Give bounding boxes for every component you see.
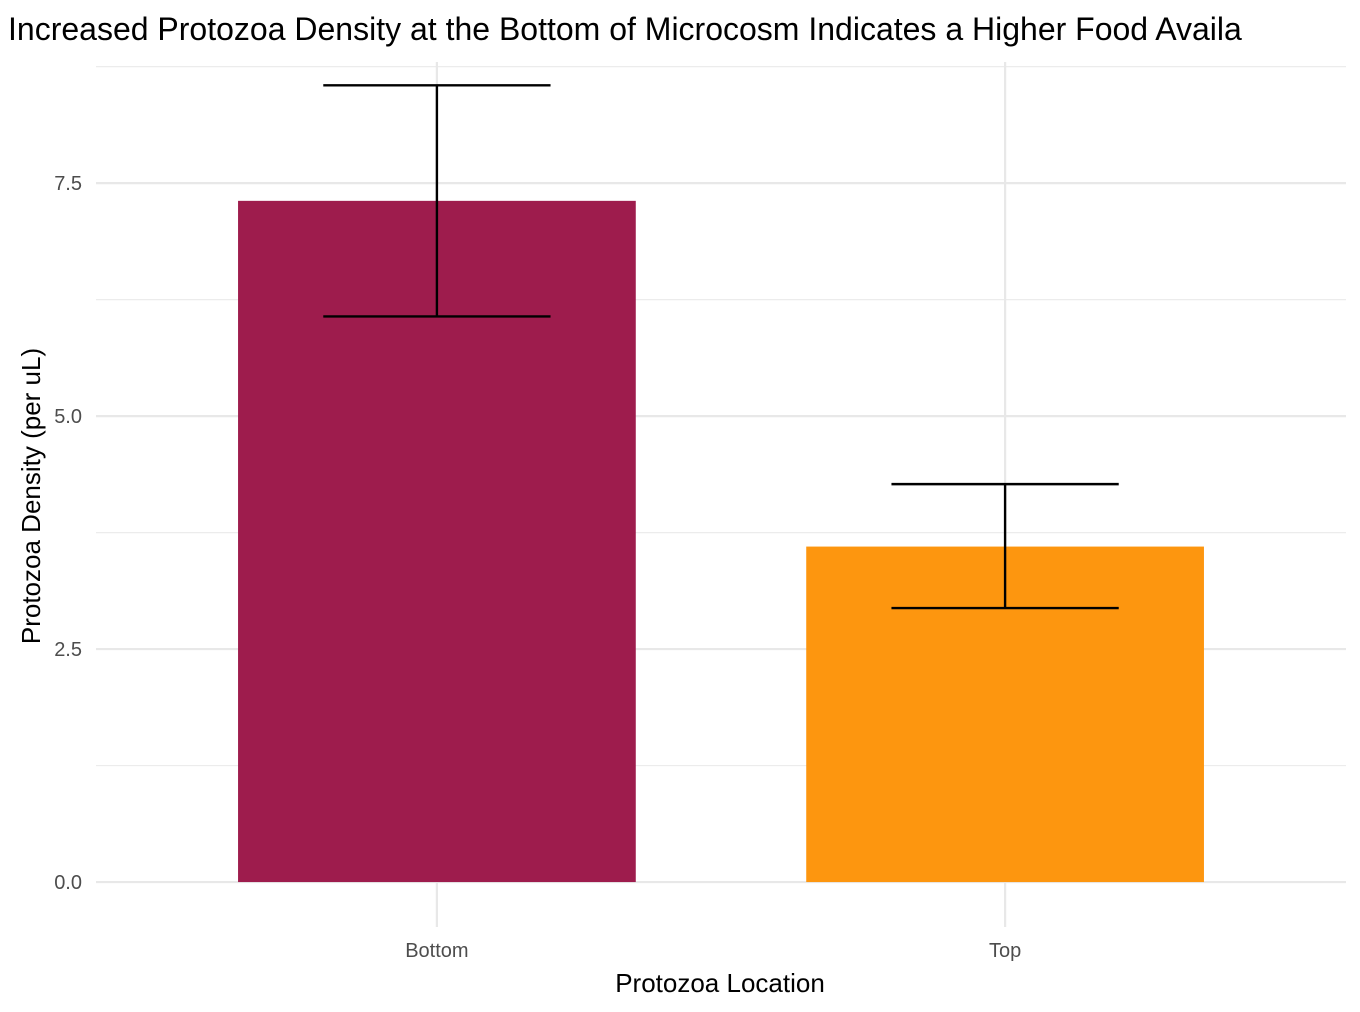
y-axis-ticks: 0.0 2.5 5.0 7.5 (54, 173, 82, 894)
x-axis-title: Protozoa Location (615, 968, 825, 998)
y-tick-label: 7.5 (54, 173, 82, 195)
x-axis-ticks: Bottom Top (405, 940, 1021, 962)
x-tick-label-bottom: Bottom (405, 940, 468, 962)
error-bars (323, 84, 1119, 610)
chart-title: Increased Protozoa Density at the Bottom… (8, 11, 1242, 47)
y-tick-label: 5.0 (54, 406, 82, 428)
x-tick-label-top: Top (989, 940, 1021, 962)
y-axis-title: Protozoa Density (per uL) (16, 348, 46, 644)
y-tick-label: 0.0 (54, 872, 82, 894)
y-tick-label: 2.5 (54, 639, 82, 661)
bars (238, 200, 1204, 883)
